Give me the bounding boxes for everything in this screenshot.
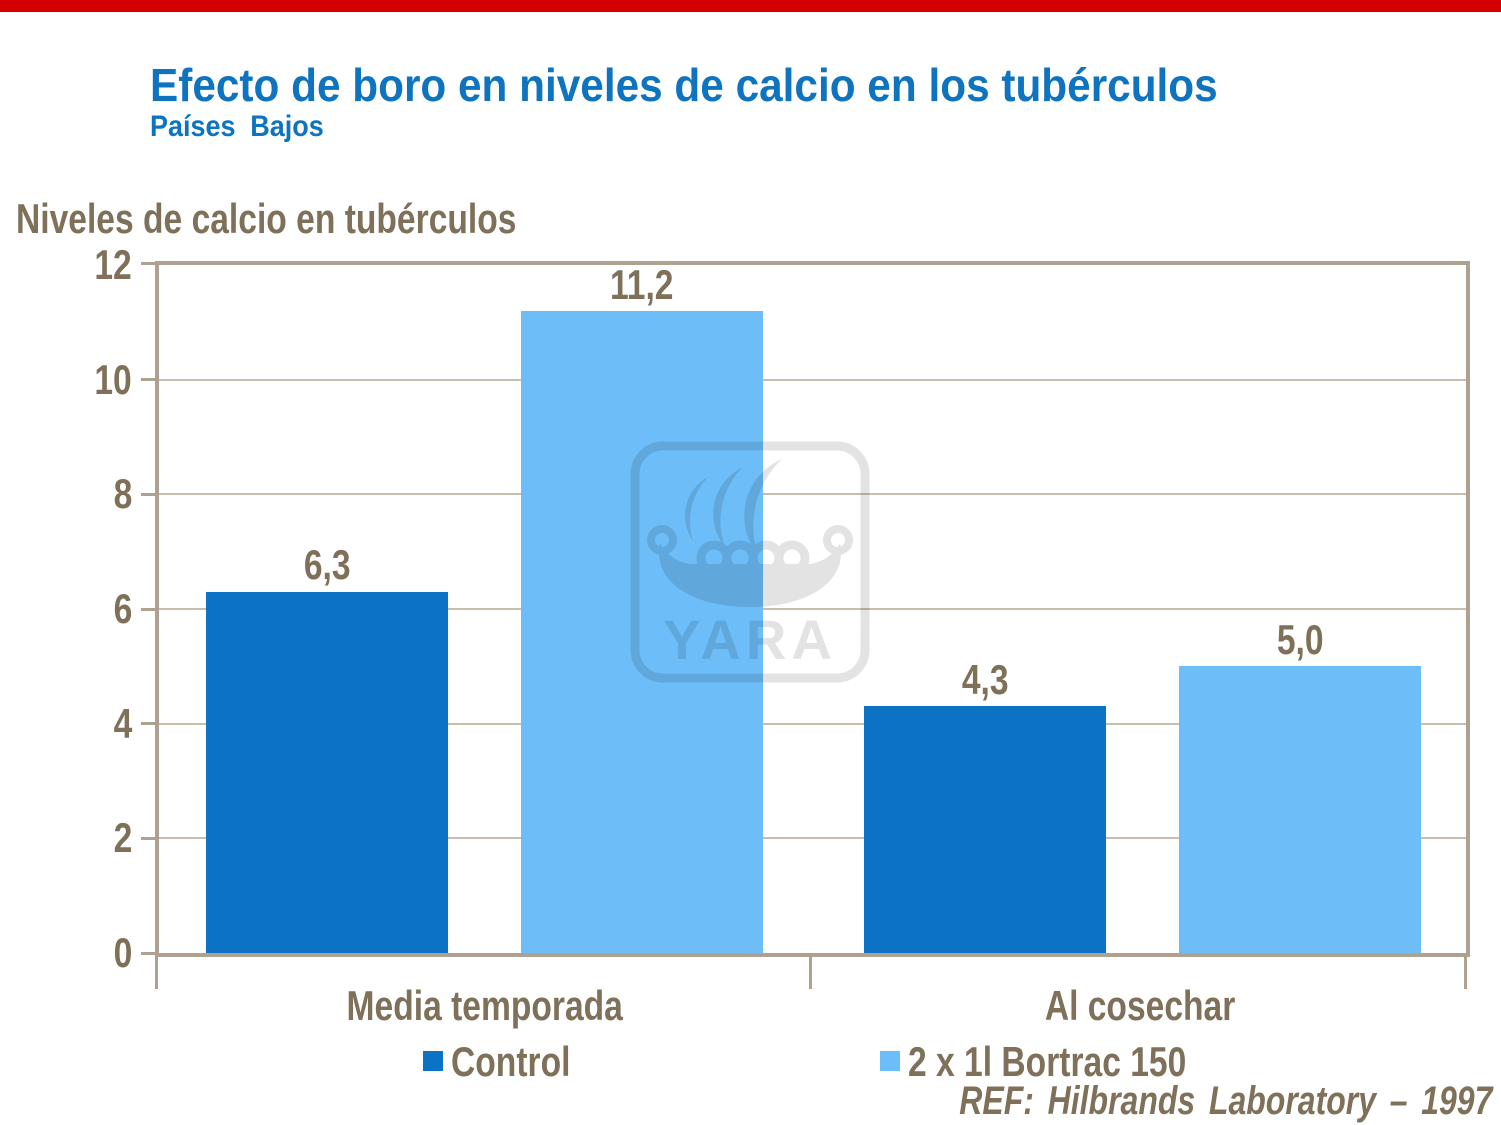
- y-axis-tick: [141, 608, 156, 611]
- y-axis-tick: [141, 378, 156, 381]
- y-axis-tick: [141, 952, 156, 955]
- y-axis-label-12: 12: [32, 241, 132, 289]
- bar-value-label: 6,3: [146, 541, 508, 589]
- plot-area: 6,3 11,2 4,3 5,0: [155, 261, 1470, 957]
- sail-icon: [713, 467, 743, 547]
- chart-title-text: Niveles de calcio en tubérculos: [16, 195, 517, 242]
- y-axis-tick: [141, 837, 156, 840]
- gridline-10: [159, 378, 1466, 381]
- chart-title: Niveles de calcio en tubérculos: [16, 198, 642, 240]
- sail-icon: [744, 459, 782, 555]
- top-strip: [0, 0, 1501, 12]
- slide-subtitle-text: Países Bajos: [150, 110, 324, 143]
- legend-swatch-bortrac: [880, 1051, 900, 1071]
- y-axis-label-text: 12: [94, 241, 132, 288]
- bar-value-label: 11,2: [461, 260, 823, 308]
- y-axis-label-text: 0: [113, 929, 132, 976]
- category-label-text: Media temporada: [346, 982, 624, 1029]
- hull-icon: [658, 543, 842, 607]
- bar-value-text: 6,3: [303, 541, 351, 589]
- y-axis-tick: [141, 493, 156, 496]
- x-axis-tick: [1464, 957, 1467, 989]
- legend-label-control: Control: [451, 1041, 600, 1083]
- reference-text: REF: Hilbrands Laboratory – 1997: [790, 1081, 1492, 1121]
- gridline-4: [159, 722, 1466, 725]
- gridline-6: [159, 608, 1466, 610]
- bar-control-al-cosechar: 4,3: [864, 657, 1106, 953]
- bar-control-media-temporada: 6,3: [206, 542, 448, 953]
- slide-title-text: Efecto de boro en niveles de calcio en l…: [150, 59, 1218, 111]
- y-axis-label-text: 6: [113, 585, 132, 632]
- y-axis-label-8: 8: [32, 470, 132, 518]
- bar-value-label: 4,3: [804, 656, 1166, 704]
- category-label-al-cosechar: Al cosechar: [840, 982, 1440, 1029]
- y-axis-label-4: 4: [32, 700, 132, 748]
- legend-label-text: 2 x 1l Bortrac 150: [908, 1038, 1187, 1085]
- yara-wordmark: YARA: [663, 608, 837, 671]
- gridline-8: [159, 493, 1466, 496]
- x-axis-tick: [809, 957, 812, 989]
- legend-label-bortrac: 2 x 1l Bortrac 150: [908, 1041, 1256, 1083]
- yara-logo-watermark: YARA: [630, 441, 870, 683]
- stern-curl-icon: [823, 525, 853, 555]
- y-axis-label-text: 10: [94, 356, 132, 403]
- y-axis-tick: [141, 722, 156, 725]
- slide-subtitle: Países Bajos: [150, 112, 343, 142]
- reference-text-inner: REF: Hilbrands Laboratory – 1997: [958, 1079, 1492, 1123]
- x-axis-tick: [155, 957, 158, 989]
- bar-value-text: 11,2: [610, 260, 674, 308]
- legend-label-text: Control: [451, 1038, 571, 1085]
- y-axis-label-text: 8: [113, 470, 132, 517]
- sail-icon: [684, 477, 708, 541]
- y-axis-tick: [141, 262, 156, 265]
- bar-value-text: 4,3: [961, 656, 1009, 704]
- y-axis-label-0: 0: [32, 929, 132, 977]
- bar-bortrac-al-cosechar: 5,0: [1179, 617, 1421, 953]
- bar-value-label: 5,0: [1119, 615, 1481, 663]
- shield-icon: [774, 540, 810, 576]
- bar-bortrac-media-temporada: 11,2: [521, 261, 763, 953]
- y-axis-label-6: 6: [32, 585, 132, 633]
- viking-ship-icon: YARA: [630, 441, 870, 683]
- y-axis-label-10: 10: [32, 356, 132, 404]
- gridline-2: [159, 837, 1466, 840]
- legend-swatch-control: [423, 1051, 443, 1071]
- prow-curl-icon: [647, 525, 677, 555]
- category-label-media-temporada: Media temporada: [185, 982, 785, 1029]
- slide-title: Efecto de boro en niveles de calcio en l…: [150, 62, 1311, 108]
- y-axis-label-2: 2: [32, 814, 132, 862]
- category-label-text: Al cosechar: [1044, 982, 1236, 1029]
- y-axis-label-text: 4: [113, 700, 132, 747]
- y-axis-label-text: 2: [113, 814, 132, 861]
- bar-value-text: 5,0: [1276, 615, 1324, 663]
